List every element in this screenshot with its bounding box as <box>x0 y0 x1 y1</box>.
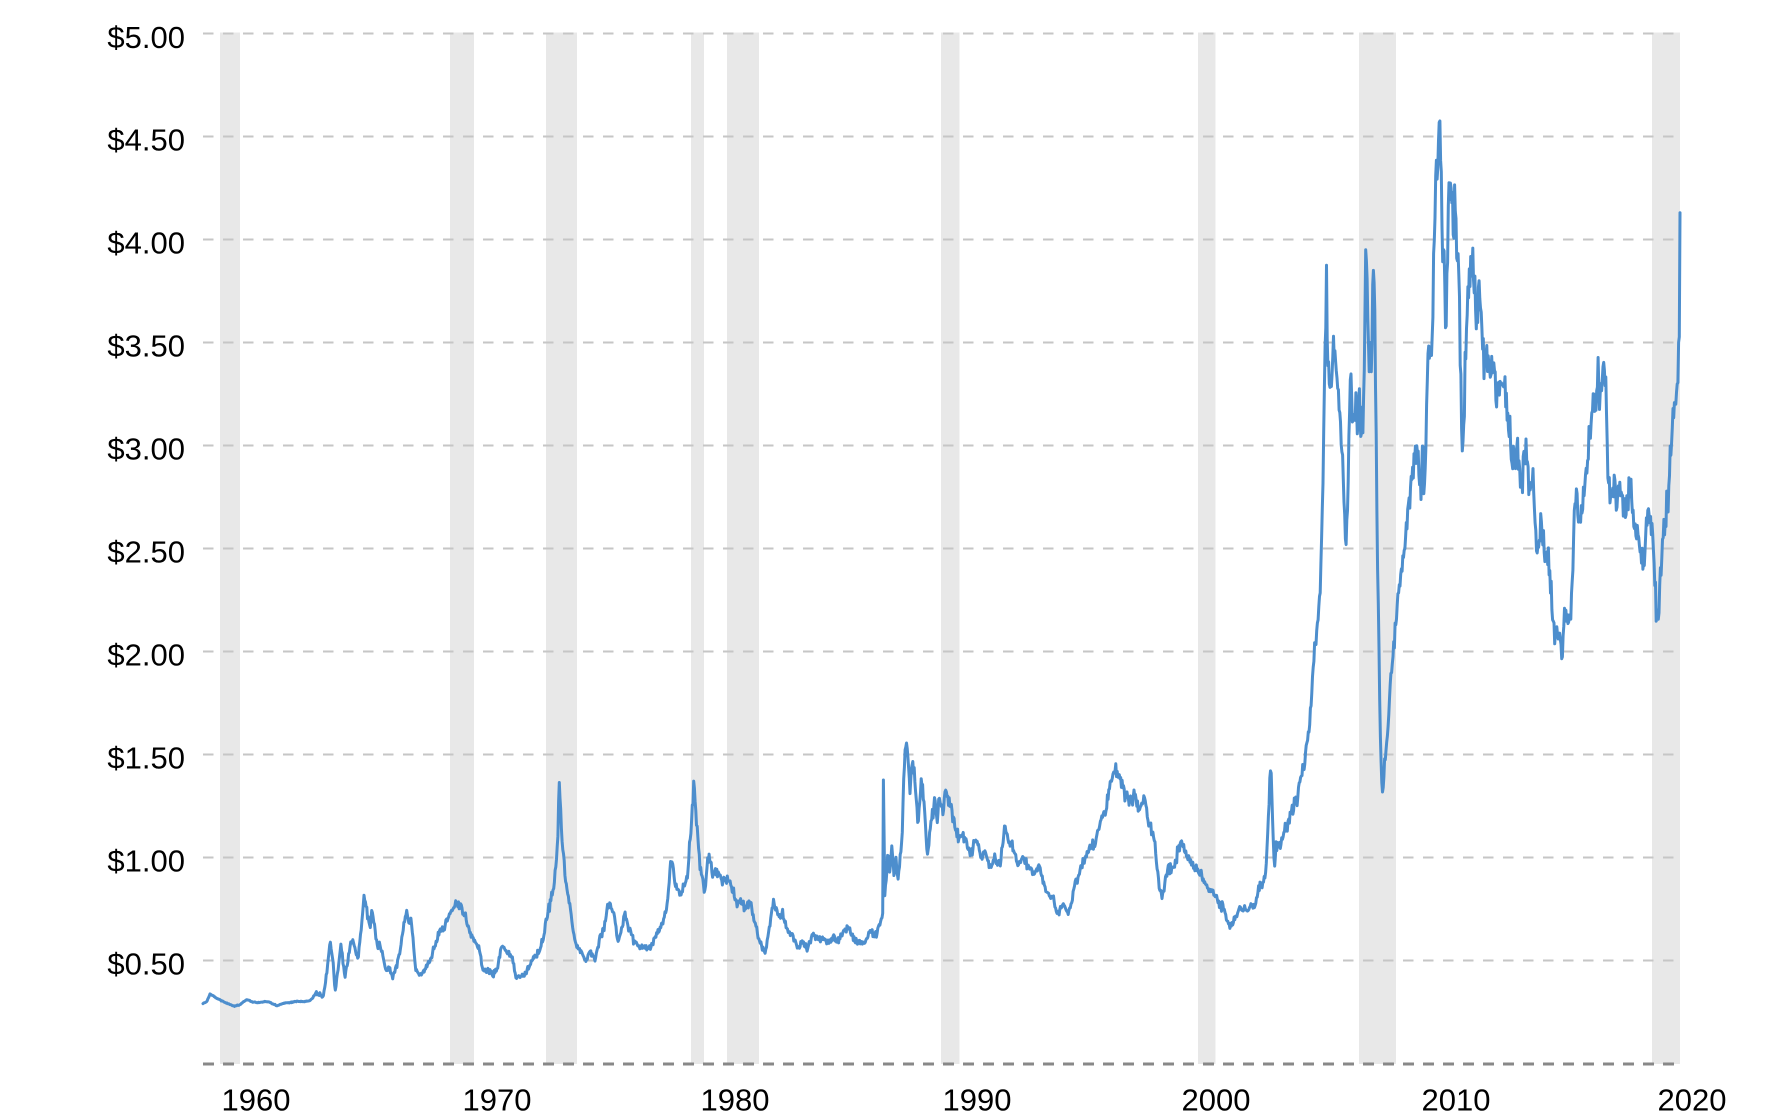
svg-text:$3.00: $3.00 <box>107 432 185 467</box>
svg-text:$2.00: $2.00 <box>107 638 185 673</box>
svg-text:1990: 1990 <box>943 1083 1012 1118</box>
svg-text:$1.50: $1.50 <box>107 741 185 776</box>
svg-text:2000: 2000 <box>1182 1083 1251 1118</box>
svg-text:1980: 1980 <box>701 1083 770 1118</box>
svg-text:$0.50: $0.50 <box>107 947 185 982</box>
svg-text:$1.00: $1.00 <box>107 844 185 879</box>
svg-text:1960: 1960 <box>222 1083 291 1118</box>
svg-text:1970: 1970 <box>463 1083 532 1118</box>
svg-text:$4.00: $4.00 <box>107 226 185 261</box>
svg-text:2020: 2020 <box>1658 1083 1727 1118</box>
svg-text:$3.50: $3.50 <box>107 329 185 364</box>
svg-text:$5.00: $5.00 <box>107 20 185 55</box>
svg-text:2010: 2010 <box>1422 1083 1491 1118</box>
svg-text:$4.50: $4.50 <box>107 123 185 158</box>
svg-text:$2.50: $2.50 <box>107 535 185 570</box>
